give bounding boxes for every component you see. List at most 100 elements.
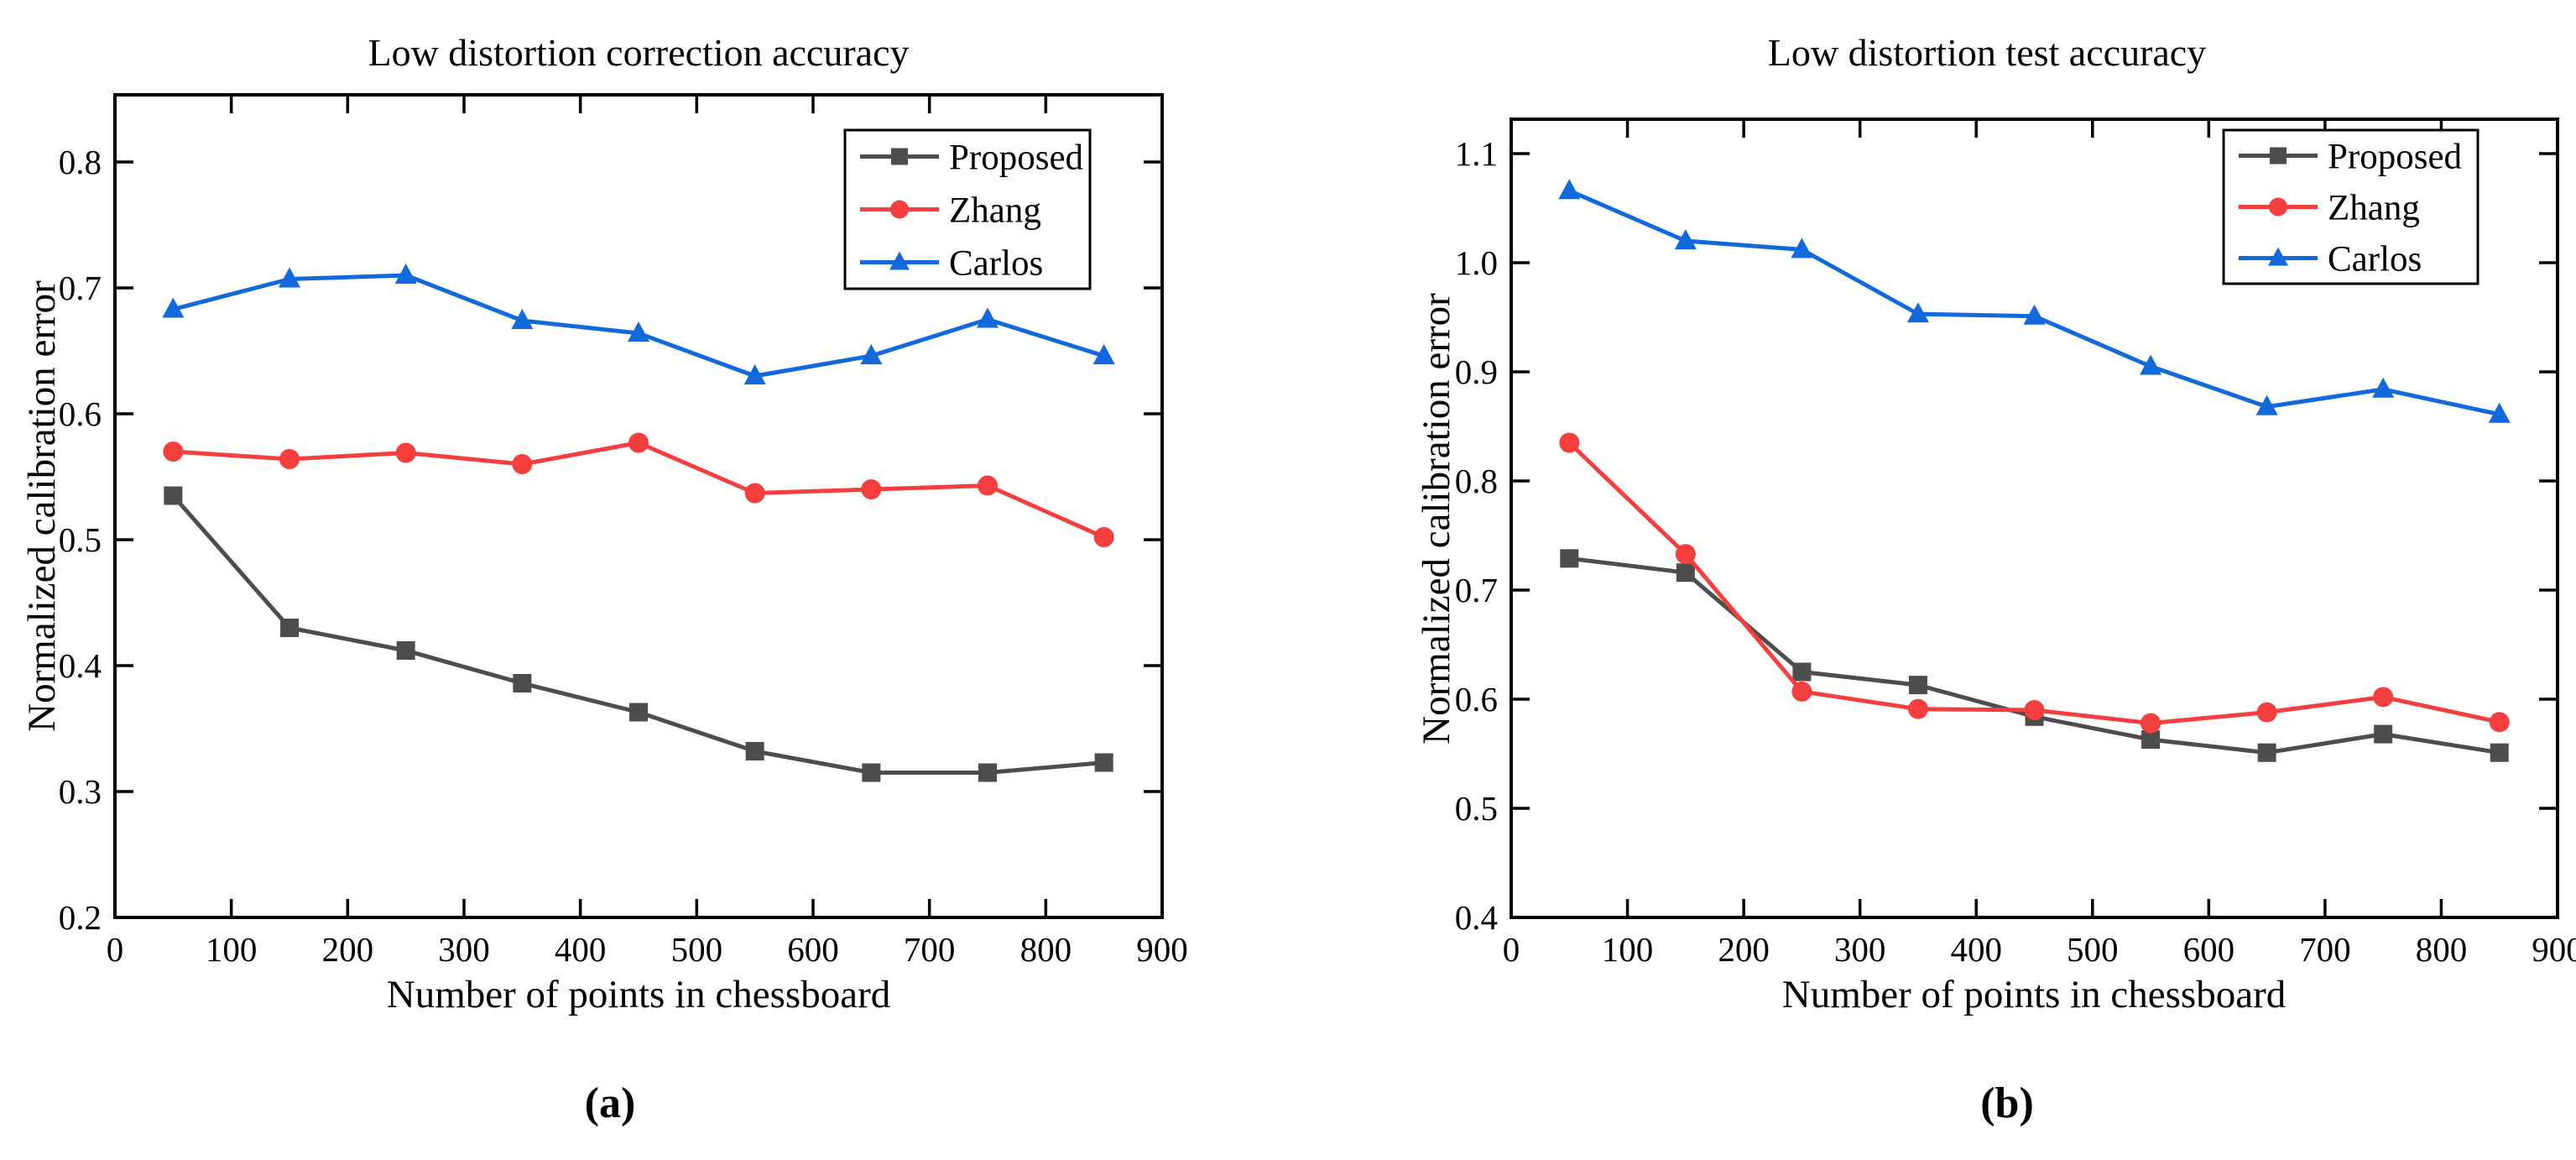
panel-b-title: Low distortion test accuracy	[1767, 31, 2207, 74]
y-tick-label: 0.3	[59, 772, 102, 811]
legend-label: Zhang	[949, 191, 1041, 231]
x-tick-label: 200	[322, 930, 374, 969]
series-marker-zhang	[2373, 687, 2394, 708]
x-tick-label: 600	[787, 930, 839, 969]
series-marker-carlos	[394, 264, 417, 284]
series-marker-zhang	[395, 442, 416, 463]
legend-label: Proposed	[2328, 138, 2462, 177]
x-tick-label: 800	[1020, 930, 1072, 969]
legend-label: Proposed	[949, 138, 1083, 178]
series-line-proposed	[170, 494, 1107, 775]
series-marker-carlos	[1791, 238, 1813, 259]
y-tick-label: 0.6	[1455, 680, 1498, 718]
series-marker-carlos	[279, 267, 300, 288]
panel-1-frame	[1510, 118, 2559, 919]
series-marker-carlos	[1674, 229, 1697, 249]
x-tick-label: 600	[2183, 930, 2235, 969]
series-marker-zhang	[861, 479, 882, 499]
series-marker-proposed	[1792, 662, 1812, 682]
x-tick-label: 400	[1950, 930, 2002, 969]
x-tick-label: 500	[671, 930, 723, 969]
series-marker-proposed	[513, 674, 532, 692]
y-tick-label: 0.2	[59, 898, 102, 937]
y-tick-label: 1.1	[1455, 134, 1498, 173]
x-tick-label: 0	[107, 930, 124, 969]
x-tick-label: 800	[2416, 930, 2468, 969]
legend-marker-circle	[890, 200, 909, 219]
panel-a-title: Low distortion correction accuracy	[368, 31, 910, 74]
series-marker-proposed	[280, 619, 299, 637]
series-marker-proposed	[1676, 563, 1695, 583]
series-marker-zhang	[1907, 698, 1928, 719]
series-marker-zhang	[744, 483, 765, 504]
series-marker-zhang	[1559, 432, 1580, 453]
x-tick-label: 100	[206, 930, 258, 969]
series-marker-carlos	[977, 307, 999, 328]
panel-a-x-axis-label: Number of points in chessboard	[386, 973, 891, 1016]
series-marker-zhang	[2256, 702, 2277, 723]
series-marker-carlos	[2372, 377, 2395, 398]
series-marker-proposed	[1094, 753, 1113, 772]
series-marker-carlos	[2023, 304, 2046, 325]
series-marker-zhang	[2489, 712, 2510, 733]
legend-marker-triangle	[2268, 247, 2288, 266]
y-tick-label: 0.5	[59, 520, 102, 559]
series-marker-proposed	[745, 742, 764, 760]
y-tick-label: 1.0	[1455, 243, 1498, 282]
series-marker-zhang	[279, 449, 300, 469]
y-tick-label: 0.9	[1455, 353, 1498, 391]
y-tick-label: 0.5	[1455, 789, 1498, 828]
series-marker-carlos	[2255, 395, 2278, 415]
x-tick-label: 300	[1834, 930, 1886, 969]
series-marker-zhang	[1791, 681, 1812, 702]
series-marker-proposed	[164, 486, 183, 505]
series-marker-proposed	[1560, 549, 1579, 568]
series-marker-proposed	[629, 703, 648, 722]
series-marker-proposed	[2374, 724, 2393, 744]
panel-b-x-axis-label: Number of points in chessboard	[1781, 973, 2287, 1016]
x-tick-label: 900	[1136, 930, 1188, 969]
panel-0-frame	[113, 93, 1164, 919]
x-tick-label: 500	[2067, 930, 2119, 969]
series-marker-zhang	[1093, 527, 1114, 547]
series-marker-carlos	[628, 321, 649, 342]
series-marker-carlos	[162, 297, 185, 318]
series-marker-carlos	[511, 309, 534, 329]
y-tick-label: 0.8	[1455, 462, 1498, 500]
x-tick-label: 200	[1718, 930, 1770, 969]
y-tick-label: 0.8	[59, 143, 102, 181]
x-tick-label: 100	[1602, 930, 1654, 969]
x-tick-label: 900	[2532, 930, 2576, 969]
series-marker-proposed	[396, 641, 415, 660]
x-tick-label: 700	[904, 930, 956, 969]
series-marker-carlos	[743, 364, 766, 384]
x-tick-label: 400	[555, 930, 607, 969]
series-marker-zhang	[512, 454, 533, 474]
legend-marker-square	[891, 148, 908, 165]
y-tick-label: 0.7	[59, 269, 102, 307]
series-marker-carlos	[1906, 302, 1929, 323]
series-line-zhang	[1567, 441, 2502, 726]
series-line-zhang	[170, 441, 1107, 540]
series-marker-proposed	[862, 763, 881, 782]
y-tick-label: 0.6	[59, 395, 102, 433]
series-marker-carlos	[1558, 179, 1581, 200]
legend-marker-square	[2270, 147, 2287, 165]
y-tick-label: 0.4	[59, 646, 102, 685]
legend-label: Carlos	[2328, 240, 2422, 280]
series-marker-proposed	[978, 763, 997, 782]
panel-a-y-axis-label: Normalized calibration error	[20, 280, 64, 732]
series-marker-carlos	[860, 344, 883, 364]
x-tick-label: 300	[438, 930, 490, 969]
x-tick-label: 700	[2299, 930, 2351, 969]
series-marker-zhang	[628, 432, 649, 453]
panel-a-caption: (a)	[584, 1079, 636, 1127]
series-marker-proposed	[2490, 743, 2509, 762]
legend-label: Carlos	[949, 244, 1043, 284]
legend-marker-triangle	[889, 251, 910, 270]
series-marker-zhang	[163, 442, 184, 462]
series-marker-carlos	[2488, 402, 2511, 423]
series-marker-zhang	[2024, 700, 2045, 720]
